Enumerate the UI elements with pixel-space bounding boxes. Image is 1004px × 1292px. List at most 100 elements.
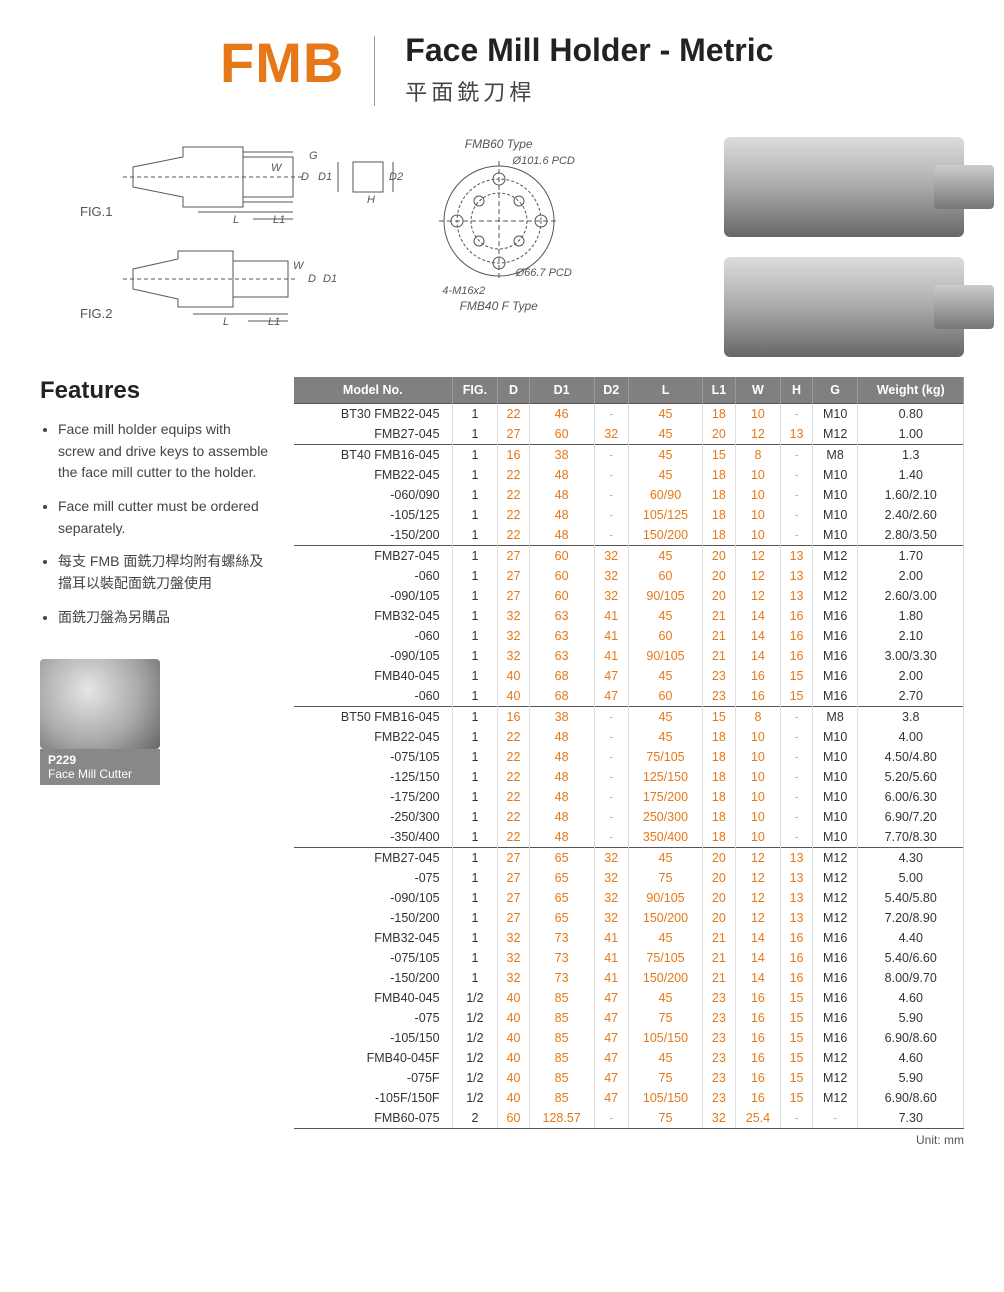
table-row: -075/10512248-75/1051810-M104.50/4.80	[294, 747, 964, 767]
table-cell: 45	[628, 445, 702, 466]
table-cell: 13	[781, 868, 812, 888]
table-cell: 1	[452, 626, 498, 646]
table-cell: 15	[781, 988, 812, 1008]
table-cell: 23	[703, 666, 735, 686]
table-cell: M10	[812, 747, 858, 767]
table-cell: 1.3	[858, 445, 964, 466]
table-cell: 16	[781, 948, 812, 968]
reference-image	[40, 659, 160, 749]
svg-text:L1: L1	[268, 316, 280, 328]
unit-label: Unit: mm	[294, 1133, 964, 1147]
table-cell: 128.57	[529, 1108, 594, 1129]
table-cell: 16	[735, 988, 781, 1008]
fig1-drawing: G D D1 D2 W H L L1	[123, 137, 403, 227]
table-cell: 14	[735, 646, 781, 666]
table-cell: -	[781, 827, 812, 848]
svg-text:W: W	[293, 260, 305, 272]
table-cell: 1	[452, 445, 498, 466]
table-row: FMB27-045127603245201213M121.00	[294, 424, 964, 445]
table-row: BT30 FMB22-04512246-451810-M100.80	[294, 404, 964, 425]
spec-table-wrap: Model No.FIG.DD1D2LL1WHGWeight (kg) BT30…	[294, 377, 964, 1147]
table-cell: -	[594, 727, 628, 747]
table-cell: M12	[812, 888, 858, 908]
table-row: -125/15012248-125/1501810-M105.20/5.60	[294, 767, 964, 787]
table-cell: M16	[812, 666, 858, 686]
table-cell: 13	[781, 566, 812, 586]
table-cell: 10	[735, 485, 781, 505]
table-cell: 40	[498, 1048, 529, 1068]
table-cell: M12	[812, 586, 858, 606]
table-cell: -	[781, 525, 812, 546]
table-cell: 18	[703, 727, 735, 747]
table-header-cell: G	[812, 377, 858, 404]
table-cell: FMB32-045	[294, 928, 452, 948]
table-cell: 12	[735, 586, 781, 606]
table-cell: 1	[452, 807, 498, 827]
svg-text:D: D	[308, 273, 316, 285]
table-cell: 12	[735, 868, 781, 888]
table-cell: 32	[594, 424, 628, 445]
table-row: -105/12512248-105/1251810-M102.40/2.60	[294, 505, 964, 525]
table-cell: 40	[498, 1008, 529, 1028]
table-row: FMB32-045132634145211416M161.80	[294, 606, 964, 626]
table-cell: 15	[781, 1028, 812, 1048]
table-cell: 18	[703, 404, 735, 425]
table-cell: 15	[703, 707, 735, 728]
table-cell: 16	[735, 1028, 781, 1048]
table-cell: 4.60	[858, 988, 964, 1008]
table-cell: 16	[735, 1068, 781, 1088]
table-cell: 45	[628, 606, 702, 626]
table-cell: -060	[294, 566, 452, 586]
table-cell: 2.80/3.50	[858, 525, 964, 546]
table-cell: -090/105	[294, 888, 452, 908]
table-header-cell: D1	[529, 377, 594, 404]
table-cell: -	[594, 747, 628, 767]
table-cell: 105/125	[628, 505, 702, 525]
table-cell: 13	[781, 848, 812, 869]
table-cell: M16	[812, 686, 858, 707]
table-cell: 38	[529, 707, 594, 728]
table-cell: 47	[594, 1008, 628, 1028]
table-cell: M12	[812, 546, 858, 567]
title-zh: 平面銑刀桿	[405, 75, 773, 107]
table-cell: FMB60-075	[294, 1108, 452, 1129]
table-cell: 23	[703, 686, 735, 707]
table-cell: 85	[529, 1048, 594, 1068]
table-cell: 16	[735, 686, 781, 707]
table-cell: -	[594, 505, 628, 525]
table-cell: M12	[812, 908, 858, 928]
table-cell: BT50 FMB16-045	[294, 707, 452, 728]
table-cell: -125/150	[294, 767, 452, 787]
table-cell: FMB27-045	[294, 546, 452, 567]
table-row: -090/105132634190/105211416M163.00/3.30	[294, 646, 964, 666]
table-cell: -	[594, 445, 628, 466]
table-cell: 5.00	[858, 868, 964, 888]
table-cell: 20	[703, 566, 735, 586]
table-cell: 32	[498, 606, 529, 626]
table-cell: 1	[452, 848, 498, 869]
table-cell: 1.00	[858, 424, 964, 445]
table-cell: 18	[703, 525, 735, 546]
table-row: -105F/150F1/2408547105/150231615M126.90/…	[294, 1088, 964, 1108]
table-cell: FMB27-045	[294, 424, 452, 445]
table-cell: 20	[703, 848, 735, 869]
table-cell: 45	[628, 727, 702, 747]
render-1	[724, 137, 964, 237]
table-cell: 14	[735, 948, 781, 968]
table-cell: 18	[703, 747, 735, 767]
table-cell: 47	[594, 988, 628, 1008]
table-row: -350/40012248-350/4001810-M107.70/8.30	[294, 827, 964, 848]
table-cell: M8	[812, 445, 858, 466]
table-cell: 10	[735, 787, 781, 807]
table-row: FMB60-075260128.57-753225.4--7.30	[294, 1108, 964, 1129]
table-cell: 10	[735, 525, 781, 546]
table-cell: 105/150	[628, 1028, 702, 1048]
table-cell: 68	[529, 686, 594, 707]
table-cell: -	[594, 525, 628, 546]
table-row: -175/20012248-175/2001810-M106.00/6.30	[294, 787, 964, 807]
table-cell: 16	[498, 707, 529, 728]
table-body: BT30 FMB22-04512246-451810-M100.80FMB27-…	[294, 404, 964, 1129]
table-cell: 18	[703, 505, 735, 525]
table-cell: 2.60/3.00	[858, 586, 964, 606]
table-cell: 40	[498, 1028, 529, 1048]
